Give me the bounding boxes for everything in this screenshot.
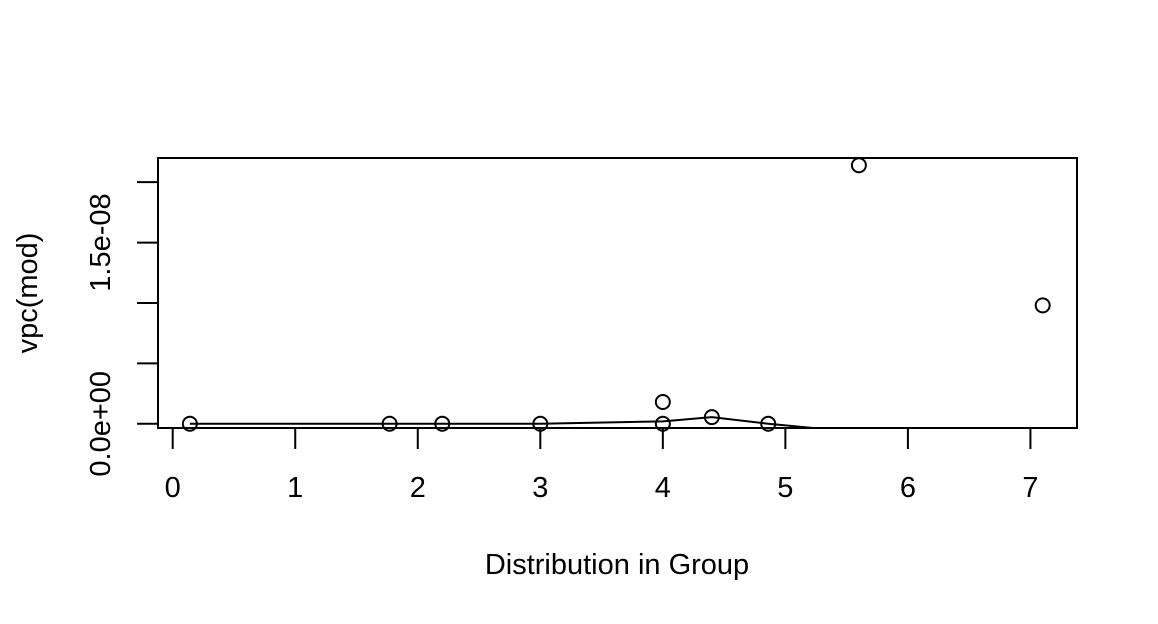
y-axis: 0.0e+00 1.5e-08 — [85, 181, 159, 477]
data-point — [434, 415, 451, 432]
x-tick-label: 4 — [655, 472, 671, 504]
x-tick-label: 7 — [1022, 472, 1038, 504]
x-tick-label: 6 — [900, 472, 916, 504]
plot-frame — [157, 157, 1078, 429]
y-tick-label: 0.0e+00 — [85, 371, 117, 477]
data-point — [760, 415, 777, 432]
data-point — [181, 415, 198, 432]
x-axis: 0 1 2 3 4 5 6 7 — [165, 427, 1039, 504]
y-axis-label: vpc(mod) — [12, 233, 44, 354]
x-tick-label: 3 — [532, 472, 548, 504]
data-point — [850, 157, 867, 174]
x-tick-label: 2 — [410, 472, 426, 504]
series-line-group — [189, 416, 824, 428]
data-point — [703, 409, 720, 426]
data-point — [381, 415, 398, 432]
y-tick-label: 1.5e-08 — [85, 193, 117, 291]
data-point — [532, 415, 549, 432]
x-axis-label: Distribution in Group — [485, 549, 749, 581]
data-point — [654, 415, 671, 432]
data-point — [654, 394, 671, 411]
x-tick-label: 1 — [287, 472, 303, 504]
x-tick-label: 0 — [165, 472, 181, 504]
data-point — [1034, 297, 1051, 314]
series-line — [189, 416, 824, 428]
x-tick-label: 5 — [777, 472, 793, 504]
data-points — [181, 157, 1051, 432]
